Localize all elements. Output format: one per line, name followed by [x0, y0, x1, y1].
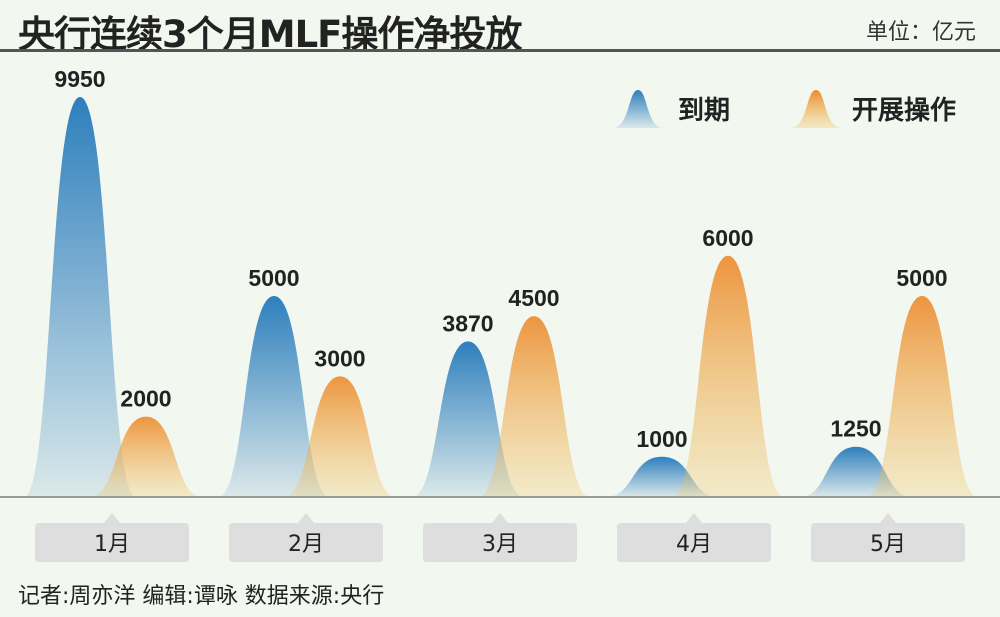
data-label: 1250 — [830, 416, 881, 442]
legend: 到期 开展操作 — [612, 90, 956, 128]
operation-peak-3 — [478, 316, 590, 497]
category-label: 1月 — [94, 532, 130, 557]
expiry-peak-1 — [24, 97, 136, 497]
legend-label-operation: 开展操作 — [852, 96, 956, 126]
title-divider — [0, 49, 1000, 52]
category-tab — [617, 513, 771, 562]
legend-swatch-expiry — [612, 90, 664, 128]
unit-label: 单位：亿元 — [865, 20, 976, 45]
data-label: 6000 — [702, 225, 753, 251]
data-label: 1000 — [636, 426, 687, 452]
expiry-peak-2 — [218, 295, 330, 497]
category-label: 4月 — [676, 532, 712, 557]
operation-peak-4 — [672, 255, 784, 497]
category-tab — [229, 513, 383, 562]
category-tab — [423, 513, 577, 562]
credit-line: 记者:周亦洋 编辑:谭咏 数据来源:央行 — [18, 584, 385, 609]
chart-title: 央行连续3个月MLF操作净投放 — [18, 13, 522, 56]
data-label: 3870 — [442, 310, 493, 336]
data-label: 5000 — [896, 265, 947, 291]
expiry-peak-3 — [412, 341, 524, 497]
data-label: 3000 — [314, 345, 365, 371]
legend-label-expiry: 到期 — [678, 96, 730, 126]
category-tab — [35, 513, 189, 562]
category-label: 2月 — [288, 532, 324, 557]
data-label: 2000 — [120, 386, 171, 412]
data-label: 9950 — [54, 66, 105, 92]
operation-peak-1 — [90, 416, 202, 497]
operation-peak-5 — [866, 295, 978, 497]
operation-peak-2 — [284, 376, 396, 497]
category-tab — [811, 513, 965, 562]
category-label: 5月 — [870, 532, 906, 557]
data-label: 5000 — [248, 265, 299, 291]
category-label: 3月 — [482, 532, 518, 557]
data-label: 4500 — [508, 285, 559, 311]
legend-swatch-operation — [790, 90, 842, 128]
